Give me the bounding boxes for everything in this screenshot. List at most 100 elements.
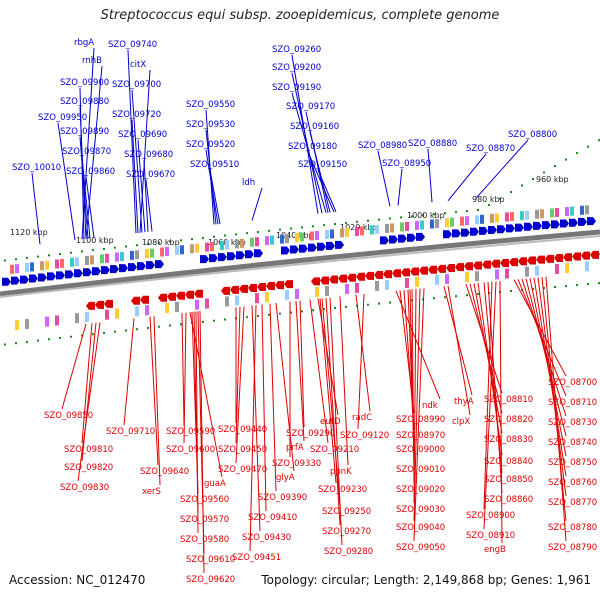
forward-gene-label: SZO_09690: [118, 130, 167, 140]
forward-gene-callouts: rbgA rnhB SZO_09900 SZO_09880 SZO_09950 SZO_0…: [12, 38, 557, 245]
forward-callout-line: [127, 49, 137, 234]
reverse-callout-line: [533, 277, 567, 477]
reverse-gene-arrow: [401, 268, 410, 277]
reverse-gene-label: SZO_09390: [258, 493, 307, 503]
cog-box: [265, 292, 269, 303]
reverse-gene-label: SZO_09410: [248, 513, 297, 523]
reverse-callout-line: [309, 299, 329, 444]
reverse-gene-arrow: [266, 282, 275, 291]
reverse-gene-label: SZO_09000: [396, 445, 445, 455]
cog-box: [480, 214, 484, 224]
reverse-gene-label: SZO_09440: [218, 425, 267, 435]
forward-gene-label: SZO_09510: [190, 160, 239, 170]
ruler-dot: [422, 214, 424, 217]
ruler-dot: [224, 234, 226, 237]
forward-gene-arrow: [398, 234, 407, 243]
cog-box: [430, 219, 434, 229]
forward-gene-label: SZO_08950: [382, 159, 431, 169]
ruler-dot: [312, 309, 314, 312]
cog-box: [415, 220, 419, 230]
reverse-gene-label: engB: [484, 545, 506, 555]
forward-callout-line: [209, 169, 221, 225]
reverse-callout-line: [295, 300, 305, 442]
reverse-gene-arrow: [311, 277, 320, 286]
reverse-gene-label: SZO_09250: [322, 507, 371, 517]
forward-gene-arrow: [407, 233, 416, 242]
reverse-gene-label: SZO_09280: [324, 547, 373, 557]
cog-category-boxes: [10, 205, 589, 331]
cog-box: [165, 246, 169, 256]
reverse-gene-label: SZO_09030: [396, 505, 445, 515]
ruler-dot: [301, 226, 303, 229]
ruler-dot: [334, 307, 336, 310]
cog-box: [570, 206, 574, 216]
ruler-dot: [26, 340, 28, 343]
reverse-gene-arrow: [536, 255, 545, 264]
cog-box: [405, 277, 409, 288]
reverse-gene-arrow: [419, 266, 428, 275]
reverse-gene-arrow: [338, 274, 347, 283]
reverse-callout-line: [181, 313, 185, 426]
forward-gene-label: SZO_09740: [108, 40, 157, 50]
ruler-dot: [356, 220, 358, 223]
reverse-callout-line: [269, 303, 277, 492]
cog-box: [540, 209, 544, 219]
ruler-dot: [433, 213, 435, 216]
ruler-dot: [213, 235, 215, 238]
cog-box: [285, 234, 289, 244]
cog-box: [25, 319, 29, 330]
forward-callout-line: [205, 149, 219, 225]
reverse-gene-arrow: [473, 261, 482, 270]
cog-box: [250, 237, 254, 247]
reverse-gene-arrow: [491, 259, 500, 268]
ruler-dot: [378, 302, 380, 305]
reverse-callout-line: [189, 312, 223, 478]
forward-callout-line: [137, 139, 146, 233]
reverse-gene-arrow: [482, 260, 491, 269]
cog-box: [195, 243, 199, 253]
reverse-gene-label: SZO_09850: [44, 411, 93, 421]
cog-box: [345, 283, 349, 294]
cog-box: [10, 264, 14, 274]
cog-box: [295, 289, 299, 300]
forward-gene-label: SZO_09170: [286, 102, 335, 112]
reverse-gene-label: SZO_09120: [340, 431, 389, 441]
reverse-gene-label: SZO_08910: [466, 531, 515, 541]
forward-callout-line: [309, 131, 331, 213]
cog-box: [135, 306, 139, 317]
forward-gene-arrow: [380, 236, 389, 245]
forward-gene-arrow: [515, 223, 524, 232]
cog-box: [345, 227, 349, 237]
forward-callout-line: [139, 69, 151, 233]
forward-gene-arrow: [74, 269, 83, 278]
ruler-dot: [598, 282, 600, 285]
reverse-callout-line: [149, 316, 159, 466]
cog-box: [135, 250, 139, 260]
ruler-dot: [37, 255, 39, 258]
cog-box: [175, 245, 179, 255]
cog-box: [190, 244, 194, 254]
reverse-gene-arrow: [158, 293, 167, 302]
forward-gene-arrow: [569, 218, 578, 227]
forward-gene-arrow: [218, 253, 227, 262]
reverse-callout-line: [153, 316, 161, 486]
reverse-gene-arrow: [248, 283, 257, 292]
forward-callout-line: [291, 92, 327, 213]
ruler-dot: [466, 294, 468, 297]
reverse-callout-line: [355, 294, 371, 412]
reverse-gene-label: SZO_09040: [396, 523, 445, 533]
ruler-dot: [290, 311, 292, 314]
cog-box: [270, 235, 274, 245]
ruler-dot: [125, 245, 127, 248]
ruler-dot: [147, 242, 149, 245]
ruler-dot: [213, 319, 215, 322]
ruler-dot: [114, 330, 116, 333]
reverse-gene-label: SZO_09820: [64, 463, 113, 473]
forward-gene-arrow: [254, 249, 263, 258]
cog-box: [445, 274, 449, 285]
forward-gene-arrow: [110, 265, 119, 274]
reverse-gene-label: guaA: [204, 479, 226, 489]
reverse-callout-line: [329, 297, 343, 546]
forward-callout-line: [57, 122, 76, 241]
